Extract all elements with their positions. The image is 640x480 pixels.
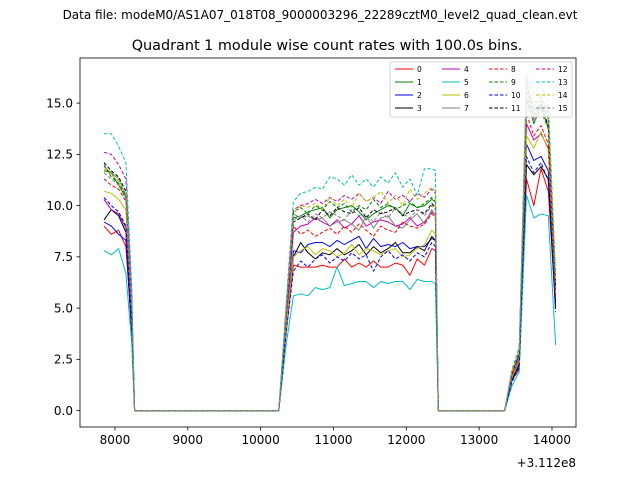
series-line-0 (103, 168, 557, 412)
series-line-2 (103, 143, 557, 412)
legend-label: 12 (558, 65, 568, 74)
legend-label: 9 (511, 78, 516, 87)
y-tick-label: 15.0 (46, 96, 73, 110)
legend-label: 10 (511, 91, 521, 100)
y-tick-label: 5.0 (54, 301, 73, 315)
x-tick-label: 12000 (387, 433, 425, 447)
figure-suptitle: Data file: modeM0/AS1A07_018T08_90000032… (62, 8, 578, 22)
x-tick-label: 10000 (242, 433, 280, 447)
y-tick-label: 12.5 (46, 148, 73, 162)
x-tick-label: 11000 (314, 433, 352, 447)
legend-label: 13 (558, 78, 568, 87)
chart-title: Quadrant 1 module wise count rates with … (132, 38, 523, 54)
y-tick-label: 2.5 (54, 353, 73, 367)
x-axis-offset-label: +3.112e8 (517, 456, 576, 470)
legend-label: 15 (558, 104, 568, 113)
x-axis: 8000 9000 10000 11000 12000 13000 14000 (100, 427, 571, 447)
y-axis: 0.0 2.5 5.0 7.5 10.0 12.5 15.0 (46, 96, 80, 418)
legend-label: 6 (464, 91, 469, 100)
series-line-13 (104, 73, 557, 412)
x-tick-label: 14000 (533, 433, 571, 447)
series-line-6 (103, 131, 557, 412)
x-tick-label: 8000 (100, 433, 131, 447)
y-tick-label: 10.0 (46, 199, 73, 213)
legend-label: 11 (511, 104, 521, 113)
y-tick-label: 7.5 (54, 250, 73, 264)
legend-label: 2 (417, 91, 422, 100)
legend-box (389, 61, 573, 118)
legend-label: 0 (417, 65, 422, 74)
y-tick-label: 0.0 (54, 404, 73, 418)
legend-label: 4 (464, 65, 469, 74)
plot-area (103, 73, 557, 412)
axes-frame (79, 57, 577, 428)
series-line-8 (103, 112, 557, 412)
series-line-5 (103, 194, 557, 412)
x-tick-label: 13000 (460, 433, 498, 447)
x-tick-label: 9000 (173, 433, 204, 447)
series-line-15 (103, 102, 557, 412)
series-line-12 (103, 86, 557, 412)
series-line-7 (103, 78, 557, 412)
series-line-14 (103, 84, 557, 412)
legend-label: 14 (558, 91, 568, 100)
legend-label: 1 (417, 78, 422, 87)
legend-label: 3 (417, 104, 422, 113)
series-line-11 (103, 96, 557, 412)
legend-label: 7 (464, 104, 469, 113)
legend-label: 8 (511, 65, 516, 74)
series-line-10 (103, 155, 557, 412)
legend-label: 5 (464, 78, 469, 87)
